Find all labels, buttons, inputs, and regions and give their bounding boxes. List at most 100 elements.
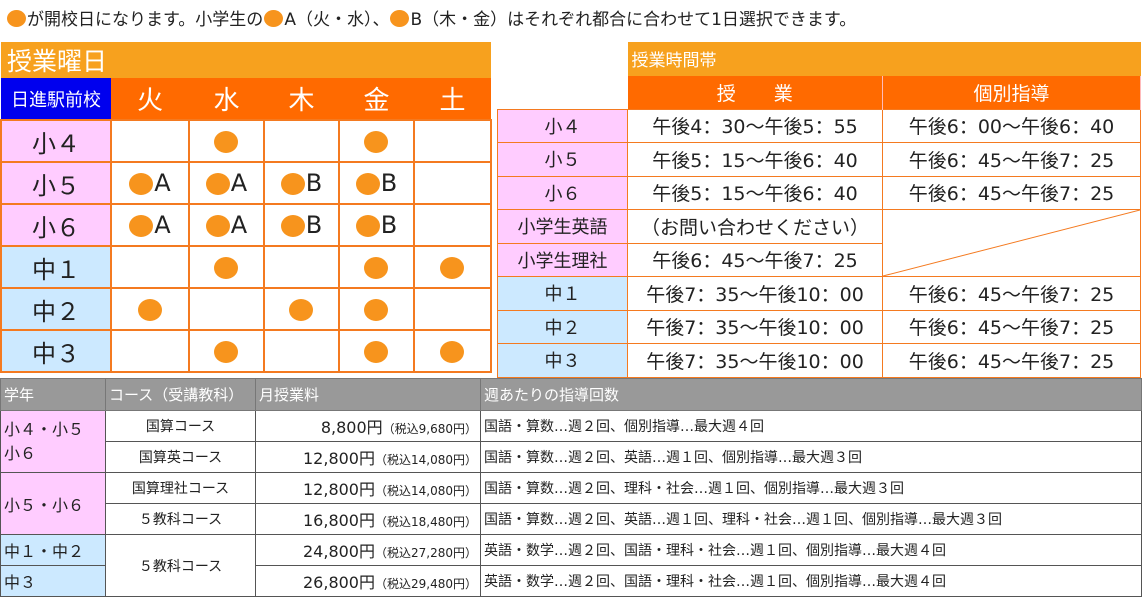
dot-icon: [355, 215, 380, 237]
dot-icon: [355, 173, 380, 195]
day-cell: [338, 329, 415, 373]
group-label: A: [154, 211, 171, 239]
days-row: 中２: [0, 287, 493, 331]
fee-with-tax: （税込29,480円）: [375, 577, 477, 591]
day-cell: B: [338, 161, 415, 205]
group-label: A: [230, 169, 248, 197]
day-cell: [412, 203, 493, 247]
lesson-frequency: 英語・数学…週２回、国語・理科・社会…週１回、個別指導…最大週４回: [480, 534, 1142, 566]
class-time: 午後5：15〜午後6：40: [627, 175, 883, 210]
day-cell: [338, 119, 415, 163]
class-times-table: 授業時間帯 授 業個別指導 小４ 午後4：30〜午後5：55 午後6：00〜午後6：…: [497, 42, 1141, 378]
lesson-frequency: 国語・算数…週２回、理科・社会…週１回、個別指導…最大週３回: [480, 472, 1142, 504]
dot-icon: [280, 215, 305, 237]
grade-label: 中１・中２: [0, 534, 106, 566]
dot-icon: [440, 341, 465, 363]
dot-icon: [137, 299, 162, 321]
day-cell: [110, 245, 190, 289]
lesson-frequency: 国語・算数…週２回、英語…週１回、理科・社会…週１回、個別指導…最大週３回: [480, 503, 1142, 535]
grade-label: 中１: [0, 245, 112, 289]
dot-icon: [205, 215, 230, 237]
days-row: 小４: [0, 119, 493, 163]
grade-label: 中３: [0, 565, 106, 597]
fees-header: 週あたりの指導回数: [480, 378, 1142, 411]
grade-label: 中３: [497, 343, 628, 378]
grade-label: 小学生理社: [497, 242, 628, 277]
fees-row: 小４・小５ 小６ 国算コース 8,800円（税込9,680円） 国語・算数…週２回、個…: [0, 410, 1142, 473]
fee-with-tax: （税込9,680円）: [382, 422, 477, 436]
lesson-frequency: 国語・算数…週２回、個別指導…最大週４回: [480, 410, 1142, 442]
course-name: 国算理社コース: [105, 472, 256, 504]
course-name: 国算コース: [105, 410, 256, 442]
grade-label: 中１: [497, 276, 628, 311]
day-cell: [110, 119, 190, 163]
days-row: 小５ A A B B: [0, 161, 493, 205]
course-name: ５教科コース: [105, 503, 256, 535]
day-cell: [110, 287, 190, 331]
grade-label: 小５: [497, 142, 628, 177]
dot-icon: [129, 173, 154, 195]
day-header: 火: [111, 78, 189, 120]
day-cell: A: [188, 161, 265, 205]
dot-icon: [280, 173, 305, 195]
times-row: 中２ 午後7：35〜午後10：00 午後6：45〜午後7：25: [497, 309, 1141, 344]
not-applicable-cell: [882, 209, 1141, 277]
grade-label: 小６: [497, 175, 628, 210]
individual-time: 午後6：00〜午後6：40: [882, 108, 1141, 143]
class-days-title: 授業曜日: [1, 42, 492, 78]
day-cell: [412, 119, 493, 163]
fees-header: コース（受講教科）: [105, 378, 256, 411]
fees-header: 学年: [0, 378, 106, 411]
day-cell: [188, 245, 265, 289]
day-cell: [263, 119, 340, 163]
day-cell: [263, 329, 340, 373]
day-header: 水: [189, 78, 264, 120]
dot-icon: [364, 257, 388, 279]
dot-icon: [214, 131, 238, 153]
grade-label: 小５: [0, 161, 112, 205]
dot-icon: [214, 257, 238, 279]
dot-icon: [390, 10, 410, 27]
group-label: B: [380, 169, 398, 197]
day-cell: A: [188, 203, 265, 247]
grade-label: 小５・小６: [0, 472, 106, 535]
individual-time: 午後6：45〜午後7：25: [882, 343, 1141, 378]
day-header: 金: [339, 78, 414, 120]
day-cell: [188, 119, 265, 163]
monthly-fee: 16,800円（税込18,480円）: [255, 503, 481, 535]
day-cell: A: [110, 203, 190, 247]
class-time: 午後5：15〜午後6：40: [627, 142, 883, 177]
group-label: B: [380, 211, 398, 239]
fees-row: ５教科コース 16,800円（税込18,480円） 国語・算数…週２回、英語…週１回…: [1, 503, 1142, 535]
monthly-fee: 8,800円（税込9,680円）: [255, 410, 481, 442]
class-time: 午後6：45〜午後7：25: [627, 242, 883, 277]
class-header: 授 業: [627, 75, 883, 109]
day-cell: [188, 287, 265, 331]
monthly-fee: 12,800円（税込14,080円）: [255, 441, 481, 473]
dot-icon: [129, 215, 154, 237]
day-cell: [412, 287, 493, 331]
day-cell: [412, 245, 493, 289]
fees-row: 小５・小６ 国算理社コース 12,800円（税込14,080円） 国語・算数…週２回、…: [0, 472, 1142, 535]
group-label: B: [305, 211, 323, 239]
course-name: ５教科コース: [105, 534, 256, 597]
day-cell: [338, 245, 415, 289]
school-name: 日進駅前校: [1, 78, 111, 120]
lesson-frequency: 英語・数学…週２回、国語・理科・社会…週１回、個別指導…最大週４回: [480, 565, 1142, 597]
dot-icon: [364, 299, 388, 321]
fees-header: 月授業料: [255, 378, 481, 411]
class-time: 午後7：35〜午後10：00: [627, 343, 883, 378]
times-row: 中３ 午後7：35〜午後10：00 午後6：45〜午後7：25: [497, 343, 1141, 378]
individual-time: 午後6：45〜午後7：25: [882, 276, 1141, 311]
day-header: 木: [264, 78, 339, 120]
times-row: 小学生理社 午後6：45〜午後7：25: [497, 242, 1141, 277]
grade-label: 小学生英語: [497, 209, 628, 244]
days-row: 小６ A A B B: [0, 203, 493, 247]
day-cell: [412, 161, 493, 205]
group-label: B: [305, 169, 323, 197]
dot-icon: [289, 299, 313, 321]
fees-row: 中３ 26,800円（税込29,480円） 英語・数学…週２回、国語・理科・社会…週…: [0, 565, 1142, 597]
grade-label: 中２: [0, 287, 112, 331]
day-cell: A: [110, 161, 190, 205]
fee-with-tax: （税込14,080円）: [375, 453, 477, 467]
